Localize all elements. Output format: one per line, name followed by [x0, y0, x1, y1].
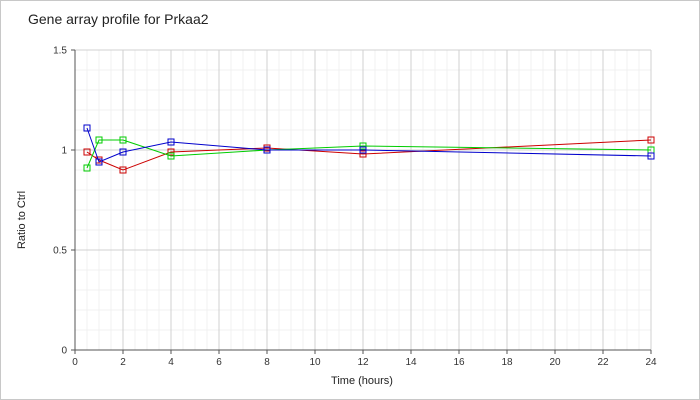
data-point-marker [647, 152, 655, 160]
data-point-marker [119, 148, 127, 156]
data-point-marker [359, 142, 367, 150]
data-point-marker [647, 136, 655, 144]
series-layer [83, 124, 655, 174]
x-tick-label: 14 [405, 357, 417, 368]
x-tick-label: 10 [309, 357, 321, 368]
axes [74, 50, 651, 351]
y-tick-labels: 0 0.5 1 1.5 [53, 46, 67, 357]
x-tick-label: 4 [168, 357, 174, 368]
x-tick-labels: 0 2 4 6 8 10 12 14 16 18 20 22 24 [72, 357, 657, 368]
x-tick-label: 18 [501, 357, 513, 368]
series-2 [83, 136, 655, 172]
x-tick-label: 24 [645, 357, 657, 368]
y-axis-label: Ratio to Ctrl [16, 191, 28, 249]
x-tick-label: 22 [597, 357, 609, 368]
series-line [86, 139, 652, 169]
data-point-marker [263, 146, 271, 154]
x-tick-label: 16 [453, 357, 465, 368]
series-3 [83, 124, 655, 166]
y-tick-label: 0.5 [53, 246, 67, 257]
y-tick-label: 0 [61, 346, 67, 357]
data-point-marker [119, 166, 127, 174]
data-point-marker [167, 138, 175, 146]
data-point-marker [95, 158, 103, 166]
x-tick-label: 0 [72, 357, 78, 368]
x-tick-label: 6 [216, 357, 222, 368]
data-point-marker [95, 136, 103, 144]
x-tick-label: 20 [549, 357, 561, 368]
data-point-marker [167, 148, 175, 156]
x-tick-label: 2 [120, 357, 126, 368]
data-point-marker [359, 146, 367, 154]
data-point-marker [83, 148, 91, 156]
data-point-marker [359, 150, 367, 158]
y-tick-label: 1.5 [53, 46, 67, 57]
series-line [86, 127, 652, 163]
x-axis-label: Time (hours) [331, 375, 393, 387]
chart-title: Gene array profile for Prkaa2 [28, 11, 209, 27]
data-point-marker [119, 136, 127, 144]
major-grid [71, 49, 652, 354]
y-tick-label: 1 [61, 146, 67, 157]
x-tick-label: 12 [357, 357, 369, 368]
data-point-marker [83, 164, 91, 172]
data-point-marker [167, 152, 175, 160]
series-line [86, 139, 652, 171]
x-tick-label: 8 [264, 357, 270, 368]
data-point-marker [83, 124, 91, 132]
